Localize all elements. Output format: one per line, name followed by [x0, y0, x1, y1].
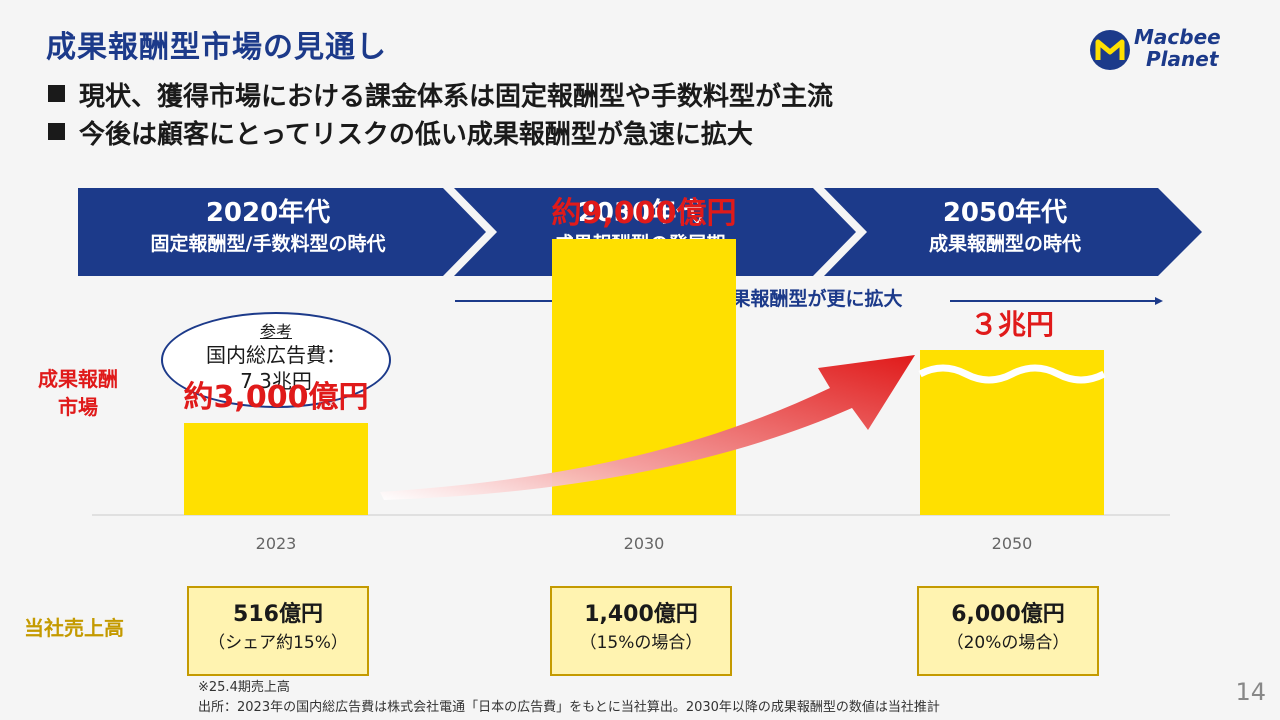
sales-box-2030: 1,400億円 （15%の場合）	[550, 586, 732, 676]
growth-arrow	[380, 355, 915, 500]
phase-arrow-2050s	[824, 188, 1202, 276]
bullet-list: 現状、獲得市場における課金体系は固定報酬型や手数料型が主流 今後は顧客にとってリ…	[48, 78, 833, 154]
logo-text: Macbee Planet	[1134, 25, 1221, 71]
sales-box-2050: 6,000億円 （20%の場合）	[917, 586, 1099, 676]
company-logo: Macbee Planet	[1088, 26, 1258, 72]
page-number: 14	[1235, 678, 1266, 706]
tick-label-2050: 2050	[992, 534, 1033, 553]
sales-label: 当社売上高	[24, 616, 124, 640]
phase-arrow-2020s	[78, 188, 486, 276]
reference-line1: 国内総広告費：	[206, 343, 346, 367]
phase-label-2050s: 2050年代 成果報酬型の時代	[928, 198, 1081, 255]
axis-break-wave	[918, 364, 1106, 384]
reference-line2: 7.3兆円	[240, 369, 312, 393]
reference-ellipse: 参考 国内総広告費： 7.3兆円	[161, 312, 391, 408]
tick-label-2030: 2030	[624, 534, 665, 553]
logo-mark-icon	[1090, 30, 1130, 70]
footnotes: ※25.4期売上高 出所：2023年の国内総広告費は株式会社電通「日本の広告費」…	[198, 678, 940, 718]
phase-label-2020s: 2020年代 固定報酬型/手数料型の時代	[150, 198, 386, 255]
bar-2023	[184, 423, 368, 515]
bullet-item: 現状、獲得市場における課金体系は固定報酬型や手数料型が主流	[48, 78, 833, 116]
footnote: ※25.4期売上高	[198, 680, 290, 695]
data-label-2050: ３兆円	[970, 308, 1054, 341]
footnote: 出所：2023年の国内総広告費は株式会社電通「日本の広告費」をもとに当社算出。2…	[198, 700, 940, 715]
market-label: 成果報酬 市場	[38, 367, 118, 419]
tick-label-2023: 2023	[256, 534, 297, 553]
data-label-2023: 約3,000億円	[184, 380, 369, 415]
bullet-item: 今後は顧客にとってリスクの低い成果報酬型が急速に拡大	[48, 116, 833, 154]
data-label-2030: 約9,000億円	[552, 196, 737, 231]
sales-box-2023: 516億円 （シェア約15%）	[187, 586, 369, 676]
reference-title: 参考	[259, 322, 292, 341]
page-title: 成果報酬型市場の見通し	[46, 30, 387, 65]
